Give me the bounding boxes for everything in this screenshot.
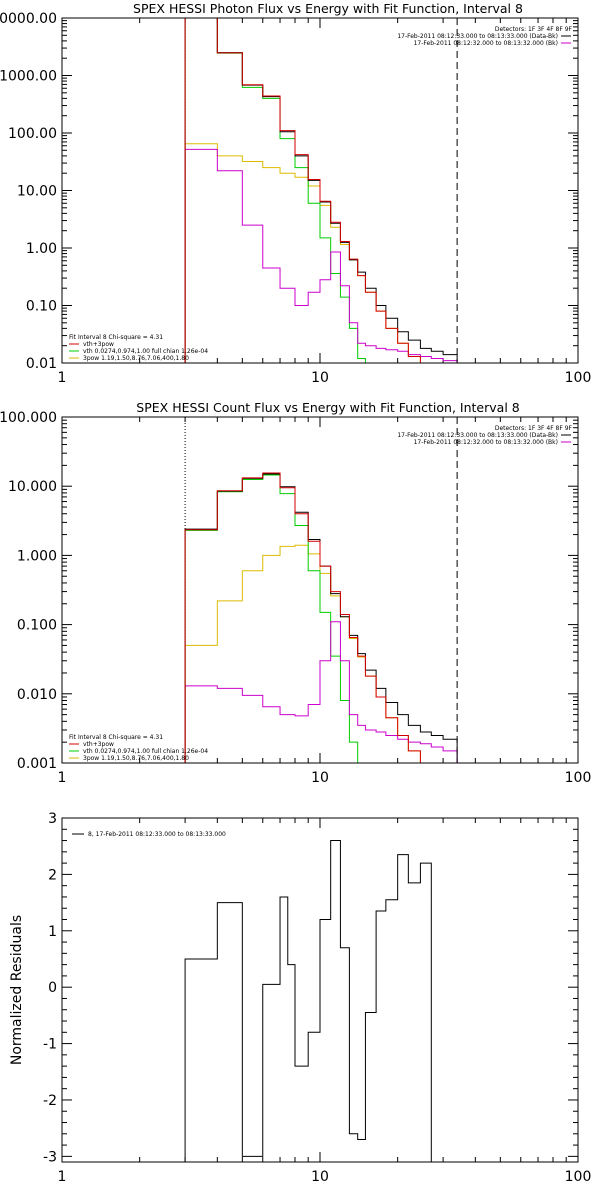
y-tick-label: 0.010 <box>17 687 57 703</box>
x-tick-label: 1 <box>58 370 67 386</box>
legend-entry: 3pow 1.19,1.50,8.76,7.06,400,1.80 <box>83 755 189 762</box>
legend-entry: vth 0.0274,0.974,1.00 full chian 1.26e-0… <box>83 348 208 355</box>
y-tick-label: -3 <box>43 1149 57 1165</box>
series-line <box>184 840 432 1162</box>
series-group <box>184 18 458 363</box>
x-tick-label: 1 <box>58 770 67 786</box>
x-tick-label: 10 <box>311 1169 329 1185</box>
y-tick-label: 0.100 <box>17 618 57 634</box>
series-line <box>184 621 458 763</box>
series-group <box>184 472 458 763</box>
series-line <box>184 143 458 363</box>
y-tick-label: 1 <box>48 924 57 940</box>
y-tick-label: 3 <box>48 811 57 827</box>
y-tick-label: -1 <box>43 1037 57 1053</box>
plot-frame <box>61 17 579 364</box>
x-tick-label: 100 <box>565 770 592 786</box>
legend-entry: vth+3pow <box>83 341 114 348</box>
series-line <box>184 18 458 363</box>
legend-header: Fit Interval 8 Chi-square = 4.31 <box>69 734 163 741</box>
y-tick-label: 0.001 <box>17 756 57 772</box>
legend-entry: 17-Feb-2011 08:12:32.000 to 08:13:32.000… <box>414 439 558 446</box>
x-tick-label: 10 <box>311 770 329 786</box>
chart-title: SPEX HESSI Photon Flux vs Energy with Fi… <box>133 1 523 16</box>
legend-header: Fit Interval 8 Chi-square = 4.31 <box>69 334 163 341</box>
series-line <box>184 18 458 363</box>
legend-entry: 8, 17-Feb-2011 08:12:33.000 to 08:13:33.… <box>88 831 226 838</box>
y-tick-label: 0 <box>48 980 57 996</box>
chart-title: SPEX HESSI Count Flux vs Energy with Fit… <box>136 400 519 415</box>
y-tick-label: 0.01 <box>26 356 57 372</box>
series-line <box>184 472 458 763</box>
series-line <box>184 544 458 763</box>
legend-entry: 3pow 1.19,1.50,8.76,7.06,400,1.80 <box>83 355 189 362</box>
x-tick-label: 100 <box>565 1169 592 1185</box>
y-tick-label: 1000.00 <box>0 69 57 85</box>
y-tick-label: 100.00 <box>8 126 57 142</box>
x-tick-label: 10 <box>311 370 329 386</box>
panel-1: SPEX HESSI Photon Flux vs Energy with Fi… <box>0 1 592 386</box>
legend-detectors: Detectors: 1F 3F 4F 8F 9F <box>495 26 573 33</box>
y-tick-label: 0.10 <box>26 299 57 315</box>
legend-entry: vth 0.0274,0.974,1.00 full chian 1.26e-0… <box>83 748 208 755</box>
panel-2: SPEX HESSI Count Flux vs Energy with Fit… <box>0 400 592 786</box>
series-line <box>184 474 458 763</box>
y-tick-label: 2 <box>48 867 57 883</box>
legend-entry: 17-Feb-2011 08:12:32.000 to 08:13:32.000… <box>414 40 558 47</box>
y-tick-label: 1.000 <box>17 548 57 564</box>
legend-entry: vth+3pow <box>83 741 114 748</box>
legend-entry: 17-Feb-2011 08:12:33.000 to 08:13:33.000… <box>397 33 558 40</box>
y-tick-label: 100.000 <box>0 410 57 426</box>
x-tick-label: 1 <box>58 1169 67 1185</box>
x-tick-label: 100 <box>565 370 592 386</box>
y-tick-label: 10.00 <box>17 184 57 200</box>
plot-frame <box>61 416 579 764</box>
series-line <box>184 18 458 363</box>
series-line <box>184 473 458 763</box>
series-group <box>184 840 432 1162</box>
legend-detectors: Detectors: 1F 3F 4F 8F 9F <box>495 425 573 432</box>
series-line <box>184 148 458 363</box>
legend-entry: 17-Feb-2011 08:12:33.000 to 08:13:33.000… <box>397 432 558 439</box>
plot-frame <box>61 817 579 1163</box>
y-tick-label: -2 <box>43 1093 57 1109</box>
y-tick-label: 1.00 <box>26 241 57 257</box>
y-axis-label: Normalized Residuals <box>9 915 25 1065</box>
y-tick-label: 10.000 <box>8 479 57 495</box>
